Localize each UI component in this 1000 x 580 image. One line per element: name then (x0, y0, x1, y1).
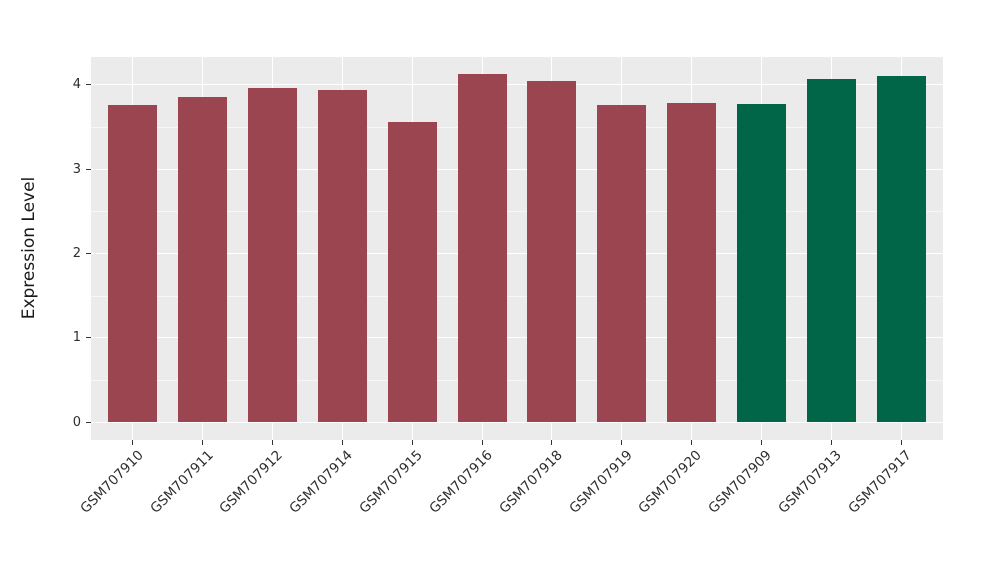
plot-panel (91, 57, 943, 440)
bar-GSM707918 (527, 80, 577, 422)
bar-GSM707914 (317, 89, 367, 422)
y-axis-tick (86, 421, 91, 423)
bar-GSM707916 (457, 73, 507, 422)
bar-GSM707911 (178, 97, 228, 422)
x-axis-tick (760, 440, 762, 445)
x-axis-tick-label: GSM707916 (426, 447, 496, 517)
bar-GSM707920 (667, 102, 717, 422)
minor-gridline (91, 295, 943, 297)
x-axis-tick-label: GSM707917 (845, 447, 915, 517)
x-axis-tick (551, 440, 553, 445)
x-axis-tick-label: GSM707914 (286, 447, 357, 517)
bar-GSM707912 (248, 88, 297, 422)
bar-GSM707909 (736, 104, 786, 422)
x-axis-tick-label: GSM707912 (216, 447, 287, 517)
x-axis-tick-label: GSM707910 (77, 447, 147, 517)
major-gridline (91, 421, 943, 423)
bar-GSM707917 (876, 76, 926, 422)
x-axis-tick-label: GSM707918 (496, 447, 566, 517)
minor-gridline (91, 126, 943, 128)
minor-gridline (91, 379, 943, 381)
x-axis-tick-label: GSM707911 (146, 447, 217, 517)
y-axis-tick (86, 337, 91, 339)
major-gridline (91, 252, 943, 254)
y-axis-title: Expression Level (19, 176, 39, 320)
x-axis-tick-label: GSM707915 (356, 447, 426, 517)
minor-gridline (91, 211, 943, 213)
y-axis-tick-label: 0 (72, 414, 81, 430)
x-axis-tick (900, 440, 902, 445)
x-axis-tick (481, 440, 483, 445)
major-gridline (91, 168, 943, 170)
x-axis-tick (132, 440, 134, 445)
x-axis-tick-label: GSM707909 (705, 447, 776, 517)
x-axis-tick-label: GSM707919 (565, 447, 636, 517)
x-axis-tick (830, 440, 832, 445)
major-gridline (91, 337, 943, 339)
y-axis-tick (86, 252, 91, 254)
bar-GSM707910 (108, 105, 158, 422)
y-axis-tick (86, 84, 91, 86)
y-axis-tick-label: 1 (72, 330, 81, 346)
x-axis-tick (202, 440, 204, 445)
y-axis-tick (86, 168, 91, 170)
x-axis-tick (341, 440, 343, 445)
x-axis-tick-label: GSM707913 (775, 447, 845, 517)
x-axis-tick (691, 440, 693, 445)
major-gridline (91, 84, 943, 86)
y-axis-tick-label: 3 (72, 161, 81, 177)
x-axis-tick (621, 440, 623, 445)
bar-GSM707913 (806, 78, 856, 422)
y-axis-tick-label: 2 (72, 245, 81, 261)
x-axis-tick (272, 440, 274, 445)
x-axis-tick-label: GSM707920 (635, 447, 706, 517)
y-axis-tick-label: 4 (72, 77, 81, 93)
bar-GSM707915 (387, 121, 437, 422)
x-axis-tick (411, 440, 413, 445)
bar-GSM707919 (597, 105, 647, 422)
